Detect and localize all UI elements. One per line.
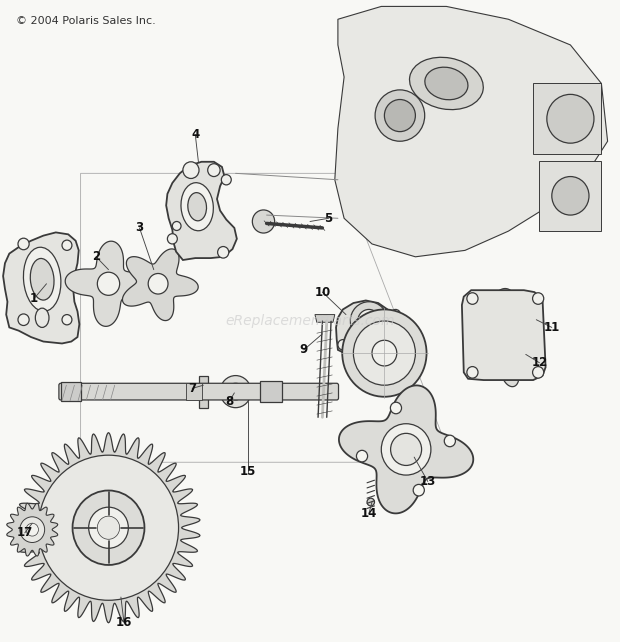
Circle shape (221, 175, 231, 185)
Circle shape (252, 210, 275, 233)
Ellipse shape (24, 247, 61, 311)
Ellipse shape (35, 308, 49, 327)
Circle shape (62, 315, 72, 325)
Circle shape (375, 90, 425, 141)
Circle shape (228, 383, 244, 400)
Circle shape (467, 367, 478, 378)
Circle shape (97, 516, 120, 539)
Polygon shape (123, 249, 198, 320)
Polygon shape (336, 300, 394, 356)
Text: 9: 9 (299, 343, 308, 356)
Text: 3: 3 (135, 221, 144, 234)
Circle shape (391, 402, 402, 413)
Polygon shape (539, 160, 601, 231)
Circle shape (372, 340, 397, 366)
Circle shape (353, 321, 415, 385)
Circle shape (18, 238, 29, 250)
Text: 4: 4 (191, 128, 200, 141)
Polygon shape (260, 381, 282, 402)
Circle shape (208, 164, 220, 177)
Circle shape (220, 376, 251, 408)
Text: eReplacementParts.com: eReplacementParts.com (225, 314, 395, 328)
Polygon shape (166, 162, 237, 260)
Text: 7: 7 (188, 382, 197, 395)
Circle shape (413, 485, 424, 496)
Polygon shape (186, 383, 202, 400)
Circle shape (552, 177, 589, 215)
Circle shape (18, 314, 29, 325)
Ellipse shape (410, 57, 483, 110)
Circle shape (73, 490, 144, 565)
Circle shape (350, 302, 388, 340)
Circle shape (218, 247, 229, 258)
Circle shape (167, 234, 177, 244)
Polygon shape (17, 433, 200, 623)
Ellipse shape (181, 183, 213, 230)
Text: 12: 12 (531, 356, 547, 369)
Polygon shape (315, 315, 335, 322)
Circle shape (38, 455, 179, 600)
Circle shape (97, 272, 120, 295)
Circle shape (497, 348, 513, 365)
Circle shape (391, 309, 401, 320)
Text: 15: 15 (240, 465, 256, 478)
Circle shape (358, 309, 380, 333)
Text: © 2004 Polaris Sales Inc.: © 2004 Polaris Sales Inc. (16, 16, 155, 26)
Text: 5: 5 (324, 212, 333, 225)
Circle shape (391, 433, 422, 465)
Circle shape (183, 162, 199, 178)
Ellipse shape (425, 67, 468, 100)
Text: 16: 16 (116, 616, 132, 629)
Circle shape (342, 309, 427, 397)
Polygon shape (65, 241, 152, 326)
Circle shape (26, 523, 38, 536)
Circle shape (367, 498, 374, 506)
Circle shape (20, 517, 45, 542)
Ellipse shape (30, 259, 54, 300)
Circle shape (381, 424, 431, 475)
Circle shape (89, 507, 128, 548)
Text: 14: 14 (361, 507, 377, 520)
Polygon shape (335, 6, 608, 257)
Circle shape (445, 435, 456, 447)
Circle shape (62, 240, 72, 250)
Ellipse shape (188, 193, 206, 221)
Polygon shape (462, 290, 546, 380)
FancyBboxPatch shape (59, 383, 339, 400)
Polygon shape (7, 503, 58, 556)
Circle shape (533, 367, 544, 378)
Circle shape (356, 450, 368, 462)
Polygon shape (3, 232, 79, 343)
Text: 13: 13 (420, 475, 436, 488)
Polygon shape (533, 83, 601, 154)
Polygon shape (339, 385, 473, 514)
Text: 2: 2 (92, 250, 100, 263)
Circle shape (384, 100, 415, 132)
Polygon shape (199, 376, 208, 408)
Circle shape (547, 94, 594, 143)
Circle shape (148, 273, 168, 294)
Polygon shape (61, 382, 81, 401)
Polygon shape (474, 327, 541, 386)
Text: 8: 8 (225, 395, 234, 408)
Circle shape (338, 340, 348, 350)
Circle shape (172, 221, 181, 230)
Text: 11: 11 (544, 321, 560, 334)
Circle shape (492, 311, 510, 331)
Polygon shape (466, 288, 536, 354)
Text: 10: 10 (314, 286, 330, 299)
Circle shape (467, 293, 478, 304)
Text: 1: 1 (30, 292, 38, 305)
Circle shape (533, 293, 544, 304)
Text: 17: 17 (17, 526, 33, 539)
